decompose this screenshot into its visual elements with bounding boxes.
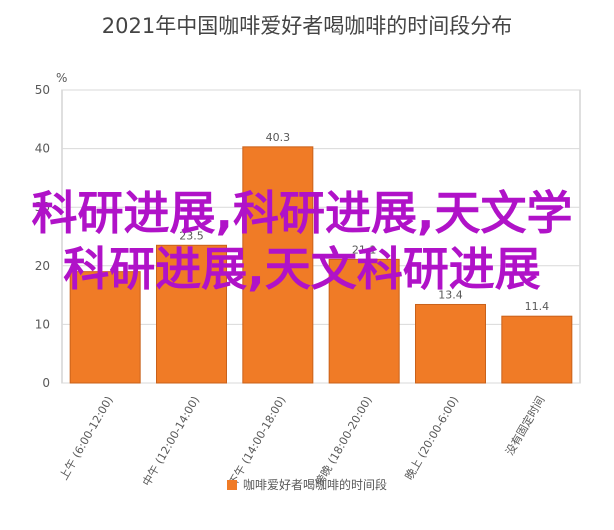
legend-swatch — [227, 480, 237, 490]
y-tick-label: 10 — [35, 317, 50, 331]
bar — [156, 244, 227, 384]
y-axis-label: % — [56, 71, 67, 85]
y-tick-label: 0 — [42, 376, 50, 390]
bar — [415, 303, 486, 384]
y-tick-label: 30 — [35, 200, 50, 214]
y-tick-label: 40 — [35, 142, 50, 156]
y-tick-label: 20 — [35, 259, 50, 273]
x-tick-label: 晚上 (20:00-6:00) — [403, 394, 461, 482]
legend-label: 咖啡爱好者喝咖啡的时间段 — [243, 477, 387, 492]
bar — [242, 146, 314, 384]
bar — [69, 271, 141, 384]
x-tick-label: 下午 (14:00-18:00) — [226, 394, 288, 488]
data-label: 13.4 — [438, 288, 463, 301]
x-tick-label: 没有固定时间 — [502, 394, 547, 458]
x-tick-label: 中午 (12:00-14:00) — [140, 394, 202, 488]
data-label: 23.5 — [179, 229, 204, 242]
x-tick-label: 上午 (6:00-12:00) — [57, 394, 115, 482]
data-label: 11.4 — [525, 300, 550, 313]
data-label: 40.3 — [266, 131, 291, 144]
chart-title: 2021年中国咖啡爱好者喝咖啡的时间段分布 — [101, 14, 513, 38]
data-label: 21.1 — [352, 243, 377, 256]
bar — [501, 315, 573, 384]
y-tick-label: 50 — [35, 83, 50, 97]
x-tick-label: 傍晚 (18:00-20:00) — [312, 394, 375, 489]
bar — [328, 258, 400, 384]
